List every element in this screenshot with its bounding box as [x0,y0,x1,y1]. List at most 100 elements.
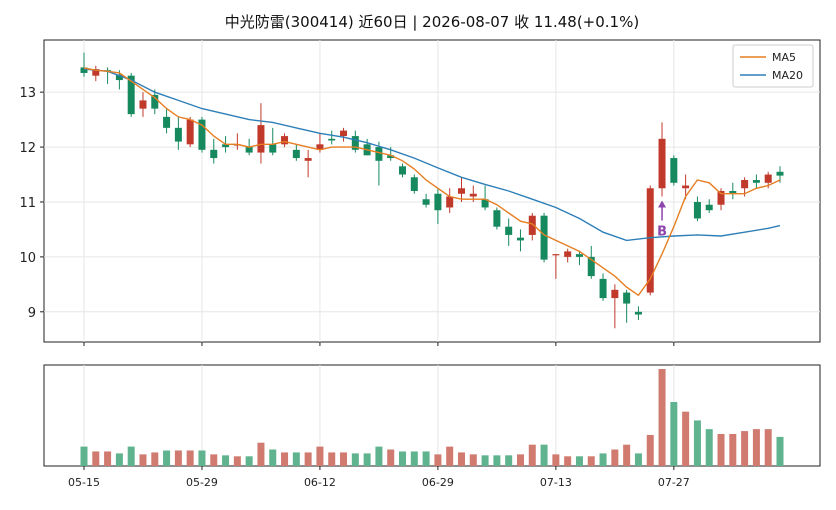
x-tick-label: 06-12 [304,476,336,489]
candle-body [115,74,123,81]
volume-bar [469,454,477,466]
volume-bar [422,451,430,466]
candle-body [92,69,100,76]
candle-body [682,185,690,189]
volume-bar [434,454,442,466]
price-tick-label: 10 [19,251,36,266]
candle-body [281,136,289,145]
volume-bar [304,452,312,466]
volume-bar [340,452,348,466]
volume-bar [717,433,725,466]
candle-body [564,251,572,257]
volume-panel-frame [43,364,821,467]
volume-bar [752,429,760,466]
ma5-line [83,67,781,297]
buy-marker-arrow-head [658,200,667,208]
candle-body [658,138,666,189]
volume-bar [186,450,194,466]
candle-body [587,256,595,277]
volume-bar [410,451,418,466]
price-tick-label: 12 [19,141,36,156]
candle-body [481,199,489,208]
volume-bar [658,369,666,466]
volume-bar [670,401,678,466]
volume-bar [705,429,713,466]
candle-body [292,149,300,159]
candle-body [434,193,442,211]
candle-body [269,144,277,153]
candlesticks [80,52,784,329]
legend-ma5-label: MA5 [772,51,796,64]
price-y-axis: 9 10 11 12 13 [19,86,44,321]
volume-bar [375,446,383,466]
volume-bar [481,455,489,466]
candle-body [257,125,265,153]
buy-marker-label: B [657,224,667,239]
volume-bar [741,431,749,466]
candle-body [705,204,713,211]
price-tick-label: 11 [19,196,36,211]
volume-bar [776,436,784,466]
candle-body [634,311,642,315]
volume-bar [163,450,171,466]
candle-body [693,201,701,219]
candle-body [528,215,536,235]
candle-body [127,75,135,115]
volume-bar [281,452,289,466]
price-grid [44,40,820,342]
volume-bar [316,446,324,466]
candle-body [516,237,524,241]
candle-body [304,158,312,161]
volume-bar [233,456,241,466]
candle-body [670,158,678,183]
volume-bar [127,446,135,466]
price-tick-label: 9 [28,306,36,321]
x-tick-label: 05-15 [68,476,100,489]
volume-bar [363,453,371,466]
volume-bar [729,433,737,466]
volume-bar [245,456,253,466]
legend: MA5 MA20 [732,44,814,88]
candle-body [611,289,619,299]
volume-bar [210,454,218,466]
price-tick-label: 13 [19,86,36,101]
legend-ma20-label: MA20 [772,69,803,82]
candle-body [752,180,760,183]
candle-body [422,199,430,205]
volume-bar [222,455,230,466]
candle-body [245,147,253,153]
volume-bar [269,449,277,466]
candle-body [163,116,171,128]
buy-marker: B [657,200,667,239]
volume-bar [646,434,654,466]
volume-bar [682,411,690,466]
volume-bar [198,450,206,466]
candle-body [493,210,501,227]
candle-body [316,144,324,150]
candle-body [139,100,147,109]
volume-bar [552,454,560,466]
volume-bar [257,442,265,466]
candle-body [446,196,454,208]
volume-bar [493,455,501,466]
volume-bar [151,452,159,466]
volume-bar [104,451,112,466]
volume-bar [92,451,100,466]
candle-body [174,127,182,142]
candle-body [222,144,230,148]
chart-title: 中光防雷(300414) 近60日 | 2026-08-07 收 11.48(+… [225,13,639,31]
candle-body [328,138,336,141]
candle-body [457,188,465,194]
candle-body [399,166,407,175]
volume-bar [587,456,595,466]
volume-bar [693,420,701,466]
candle-body [186,119,194,145]
candle-body [210,149,218,159]
volume-bar [457,452,465,466]
candle-body [623,292,631,304]
candle-body [375,147,383,161]
candle-body [729,191,737,194]
price-panel-frame [43,39,821,343]
candle-body [776,171,784,176]
